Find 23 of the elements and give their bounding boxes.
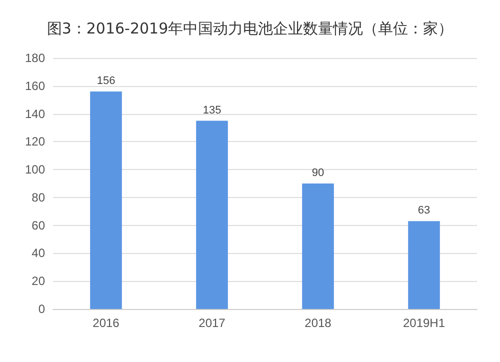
x-tick-label: 2016 xyxy=(92,316,120,330)
y-tick-label: 140 xyxy=(24,106,46,121)
y-tick-label: 40 xyxy=(32,246,46,260)
y-tick-label: 100 xyxy=(24,162,46,177)
chart-title: 图3：2016-2019年中国动力电池企业数量情况（单位：家） xyxy=(46,20,454,38)
y-tick-label: 180 xyxy=(24,51,46,65)
bar xyxy=(408,221,440,309)
data-label: 63 xyxy=(418,204,430,217)
bar xyxy=(302,184,334,309)
y-tick-label: 0 xyxy=(38,302,46,316)
bar xyxy=(90,91,122,309)
y-tick-label: 120 xyxy=(24,134,46,149)
bar xyxy=(196,120,228,309)
data-label: 156 xyxy=(96,74,116,87)
x-tick-label: 2018 xyxy=(304,316,332,330)
x-tick-label: 2019H1 xyxy=(402,316,446,330)
data-label: 90 xyxy=(312,167,324,179)
y-tick-label: 20 xyxy=(32,274,46,288)
x-tick-label: 2017 xyxy=(198,316,226,330)
y-tick-label: 80 xyxy=(32,190,46,204)
data-label: 135 xyxy=(202,104,222,116)
y-tick-label: 60 xyxy=(32,218,46,232)
y-tick-label: 160 xyxy=(24,78,46,93)
